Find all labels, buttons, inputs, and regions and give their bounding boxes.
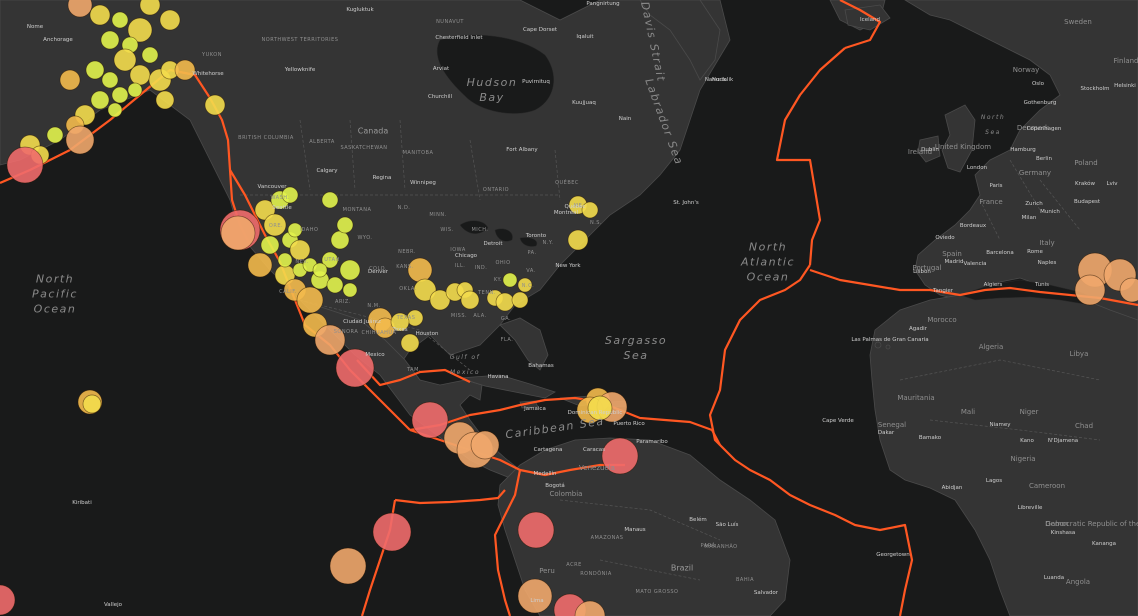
- earthquake-marker[interactable]: [129, 64, 151, 86]
- earthquake-marker[interactable]: [82, 394, 102, 414]
- plate-boundary-segment: [356, 359, 471, 387]
- earthquake-marker[interactable]: [407, 257, 433, 283]
- earthquake-marker[interactable]: [567, 229, 589, 251]
- earthquake-marker[interactable]: [296, 286, 324, 314]
- earthquake-marker[interactable]: [326, 276, 344, 294]
- earthquake-marker[interactable]: [372, 512, 412, 552]
- earthquake-marker[interactable]: [90, 90, 110, 110]
- earthquake-marker[interactable]: [101, 71, 119, 89]
- earthquake-marker[interactable]: [113, 48, 137, 72]
- earthquake-marker[interactable]: [111, 86, 129, 104]
- earthquake-marker[interactable]: [329, 547, 367, 585]
- earthquake-marker[interactable]: [574, 600, 606, 616]
- earthquake-marker[interactable]: [260, 235, 280, 255]
- plate-boundary-segment: [775, 47, 846, 266]
- earthquake-marker[interactable]: [46, 126, 64, 144]
- earthquake-marker[interactable]: [247, 252, 273, 278]
- earthquake-marker[interactable]: [336, 216, 354, 234]
- earthquake-marker[interactable]: [111, 11, 129, 29]
- earthquake-marker[interactable]: [263, 213, 287, 237]
- earthquake-marker[interactable]: [581, 201, 599, 219]
- plate-boundary-segment: [394, 489, 506, 505]
- earthquake-marker[interactable]: [281, 186, 299, 204]
- earthquake-marker[interactable]: [0, 584, 16, 616]
- earthquake-marker[interactable]: [390, 312, 410, 332]
- earthquake-marker[interactable]: [400, 333, 420, 353]
- earthquake-marker[interactable]: [277, 252, 293, 268]
- earthquake-marker[interactable]: [601, 437, 639, 475]
- earthquake-marker[interactable]: [67, 0, 93, 18]
- earthquake-marker[interactable]: [107, 102, 123, 118]
- earthquake-marker[interactable]: [314, 324, 346, 356]
- earthquake-marker[interactable]: [1074, 274, 1106, 306]
- plate-boundary-segment: [839, 0, 882, 50]
- earthquake-marker[interactable]: [159, 9, 181, 31]
- earthquake-marker[interactable]: [220, 215, 256, 251]
- earthquake-marker[interactable]: [411, 401, 449, 439]
- earthquake-marker[interactable]: [406, 309, 424, 327]
- earthquake-marker[interactable]: [59, 69, 81, 91]
- earthquake-marker[interactable]: [139, 0, 161, 16]
- earthquake-marker[interactable]: [289, 239, 311, 261]
- earthquake-marker[interactable]: [470, 430, 500, 460]
- earthquake-marker[interactable]: [141, 46, 159, 64]
- earthquake-marker[interactable]: [204, 94, 226, 116]
- earthquake-marker[interactable]: [287, 222, 303, 238]
- earthquake-marker[interactable]: [330, 230, 350, 250]
- earthquake-marker[interactable]: [321, 251, 339, 269]
- earthquake-marker[interactable]: [413, 278, 437, 302]
- earthquake-marker[interactable]: [495, 292, 515, 312]
- earthquake-marker[interactable]: [587, 395, 613, 421]
- earthquake-marker[interactable]: [335, 348, 375, 388]
- earthquake-marker[interactable]: [1119, 277, 1138, 303]
- earthquake-marker[interactable]: [312, 262, 328, 278]
- earthquake-marker[interactable]: [460, 290, 480, 310]
- earthquake-marker[interactable]: [517, 578, 553, 614]
- admin-borders: [240, 119, 1101, 581]
- earthquake-marker[interactable]: [517, 511, 555, 549]
- earthquake-marker[interactable]: [342, 282, 358, 298]
- earthquake-marker[interactable]: [100, 30, 120, 50]
- earthquake-marker[interactable]: [65, 125, 95, 155]
- earthquake-marker[interactable]: [511, 291, 529, 309]
- earthquake-marker[interactable]: [429, 289, 451, 311]
- earthquake-marker[interactable]: [321, 191, 339, 209]
- earthquake-marker[interactable]: [502, 272, 518, 288]
- plate-boundary-segment: [708, 264, 914, 616]
- earthquake-marker[interactable]: [174, 59, 196, 81]
- earthquake-marker[interactable]: [89, 4, 111, 26]
- earthquake-marker[interactable]: [127, 82, 143, 98]
- earthquake-marker[interactable]: [517, 277, 533, 293]
- earthquake-marker[interactable]: [85, 60, 105, 80]
- plate-boundary-segment: [809, 268, 1138, 307]
- earthquake-marker[interactable]: [339, 259, 361, 281]
- earthquake-marker[interactable]: [155, 90, 175, 110]
- earthquake-marker[interactable]: [127, 17, 153, 43]
- earthquake-marker[interactable]: [6, 146, 44, 184]
